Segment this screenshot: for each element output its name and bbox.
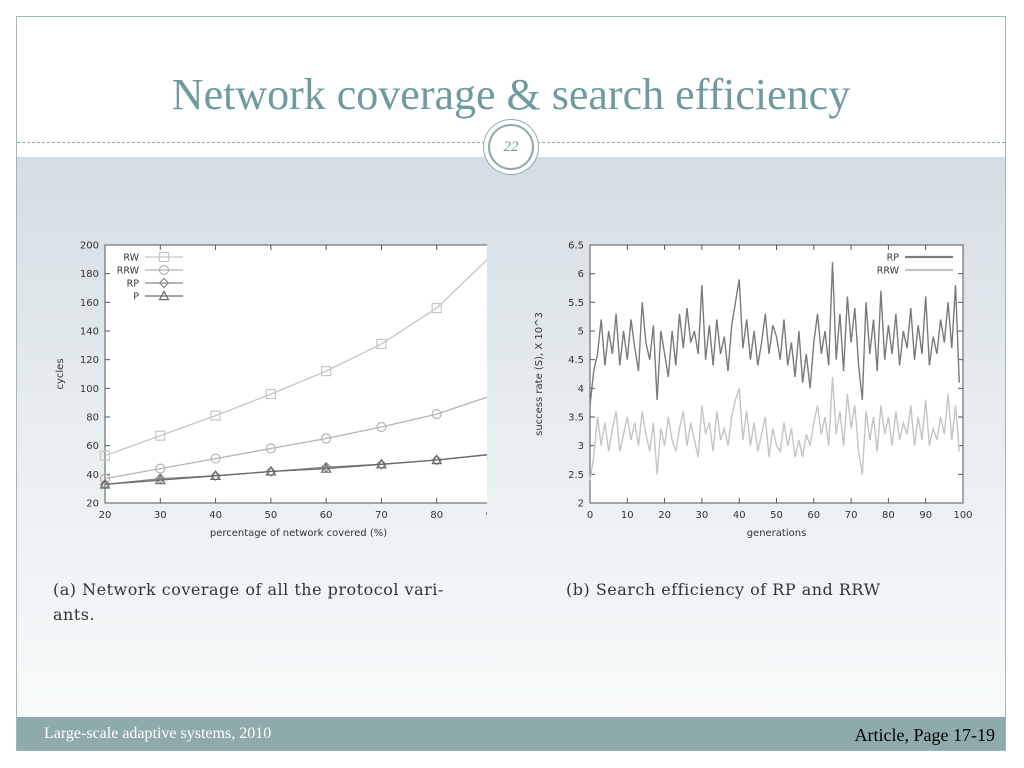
data-point-rrw: [210, 453, 221, 464]
y-tick-label: 6: [578, 269, 584, 280]
data-point-rp: [431, 454, 443, 466]
data-point-p: [431, 454, 443, 465]
footer-right-text: Article, Page 17-19: [854, 725, 995, 745]
legend-label: RRW: [117, 266, 140, 277]
y-tick-label: 3.5: [568, 413, 584, 424]
data-point-rrw: [265, 443, 276, 454]
legend-marker: [158, 290, 170, 301]
data-point-rp: [265, 466, 277, 477]
y-tick-label: 3: [578, 441, 584, 452]
caption-a-line2: ants.: [53, 605, 96, 624]
data-point-rrw: [431, 409, 442, 420]
data-point-rw: [265, 388, 276, 400]
x-tick-label: 80: [430, 510, 443, 521]
page-number-badge: 22: [483, 119, 539, 175]
series-line-rw: [104, 258, 487, 457]
y-axis-label: cycles: [55, 358, 66, 389]
x-axis-label: generations: [747, 528, 807, 539]
x-axis-label: percentage of network covered (%): [210, 528, 387, 539]
x-tick-label: 70: [845, 510, 858, 521]
y-tick-label: 4.5: [568, 355, 584, 366]
y-axis-label: success rate (S), X 10^3: [534, 312, 545, 436]
data-point-rp: [99, 479, 111, 490]
legend-marker: [158, 277, 170, 289]
y-tick-label: 4: [578, 384, 584, 395]
legend-label: P: [133, 292, 139, 303]
footer-left-text: Large-scale adaptive systems, 2010: [44, 725, 272, 742]
data-point-p: [154, 474, 166, 485]
x-tick-label: 60: [807, 510, 820, 521]
plot-frame: [589, 244, 964, 504]
x-tick-label: 80: [882, 510, 895, 521]
y-tick-label: 5.5: [568, 298, 584, 309]
x-tick-label: 20: [99, 510, 112, 521]
x-tick-label: 30: [154, 510, 167, 521]
caption-b: (b) Search efficiency of RP and RRW: [566, 580, 881, 599]
y-tick-label: 100: [80, 384, 99, 395]
y-tick-label: 200: [80, 241, 99, 252]
legend-label: RW: [123, 253, 139, 264]
data-point-rw: [210, 410, 221, 421]
data-point-rw: [155, 430, 166, 441]
series-line-p: [104, 454, 487, 486]
series-line-rrw: [104, 396, 487, 480]
x-tick-label: 70: [375, 510, 388, 521]
data-point-rrw: [321, 433, 332, 444]
data-point-p: [375, 458, 387, 469]
data-point-rw: [99, 450, 111, 461]
data-point-rrw: [376, 421, 387, 433]
x-tick-label: 20: [658, 510, 671, 521]
x-tick-label: 30: [696, 510, 709, 521]
data-point-rw: [376, 338, 387, 350]
slide-title: Network coverage & search efficiency: [171, 70, 851, 119]
y-tick-label: 2: [578, 499, 584, 510]
footer-bar: Large-scale adaptive systems, 2010 Artic…: [17, 717, 1005, 750]
x-tick-label: 50: [770, 510, 783, 521]
y-tick-label: 40: [86, 470, 99, 481]
x-tick-label: 90: [919, 510, 932, 521]
y-tick-label: 80: [86, 413, 99, 424]
x-tick-label: 0: [587, 510, 593, 521]
y-tick-label: 2.5: [568, 470, 584, 481]
series-line-rrw: [589, 376, 960, 481]
data-point-p: [99, 478, 111, 489]
y-tick-label: 60: [86, 441, 99, 452]
y-tick-label: 120: [80, 355, 99, 366]
data-point-rw: [431, 302, 442, 314]
y-tick-label: 180: [80, 269, 99, 280]
caption-a: (a) Network coverage of all the protocol…: [53, 577, 444, 627]
y-tick-label: 160: [80, 298, 99, 309]
y-tick-label: 5: [578, 327, 584, 338]
x-tick-label: 100: [953, 510, 972, 521]
legend-label: RP: [127, 279, 140, 290]
x-tick-label: 40: [209, 510, 222, 521]
data-point-rp: [376, 458, 387, 470]
data-point-p: [210, 470, 222, 480]
legend-label: RRW: [877, 266, 900, 277]
data-point-rw: [321, 366, 332, 377]
data-point-rrw: [99, 473, 111, 484]
plot-frame: [104, 244, 487, 504]
x-tick-label: 10: [621, 510, 634, 521]
slide: Network coverage & search efficiency 22 …: [16, 16, 1006, 751]
series-line-rp: [589, 262, 960, 406]
data-point-rrw: [155, 463, 166, 474]
chart-network-coverage: 20 40 60 80 100 120 140 160 180 200 20 30 40 50 60 70 80…: [55, 241, 487, 539]
data-point-p: [265, 465, 277, 476]
chart-search-efficiency: 2 2.5 3 3.5 4 4.5 5 5.5 6 6.5 0 10 20 30 40 50 60 70 80 90 1…: [534, 241, 972, 540]
page-number: 22: [488, 124, 534, 170]
x-tick-label: 90: [486, 510, 487, 521]
y-tick-label: 6.5: [568, 241, 584, 252]
legend-label: RP: [887, 253, 900, 264]
legend-marker: [158, 264, 170, 276]
y-tick-label: 20: [86, 499, 99, 510]
x-tick-label: 50: [264, 510, 277, 521]
data-point-p: [320, 462, 332, 473]
x-tick-label: 40: [733, 510, 746, 521]
data-point-rp: [210, 470, 221, 482]
legend-marker: [158, 251, 170, 263]
y-tick-label: 140: [80, 327, 99, 338]
x-tick-label: 60: [320, 510, 333, 521]
caption-a-line1: (a) Network coverage of all the protocol…: [53, 580, 444, 599]
